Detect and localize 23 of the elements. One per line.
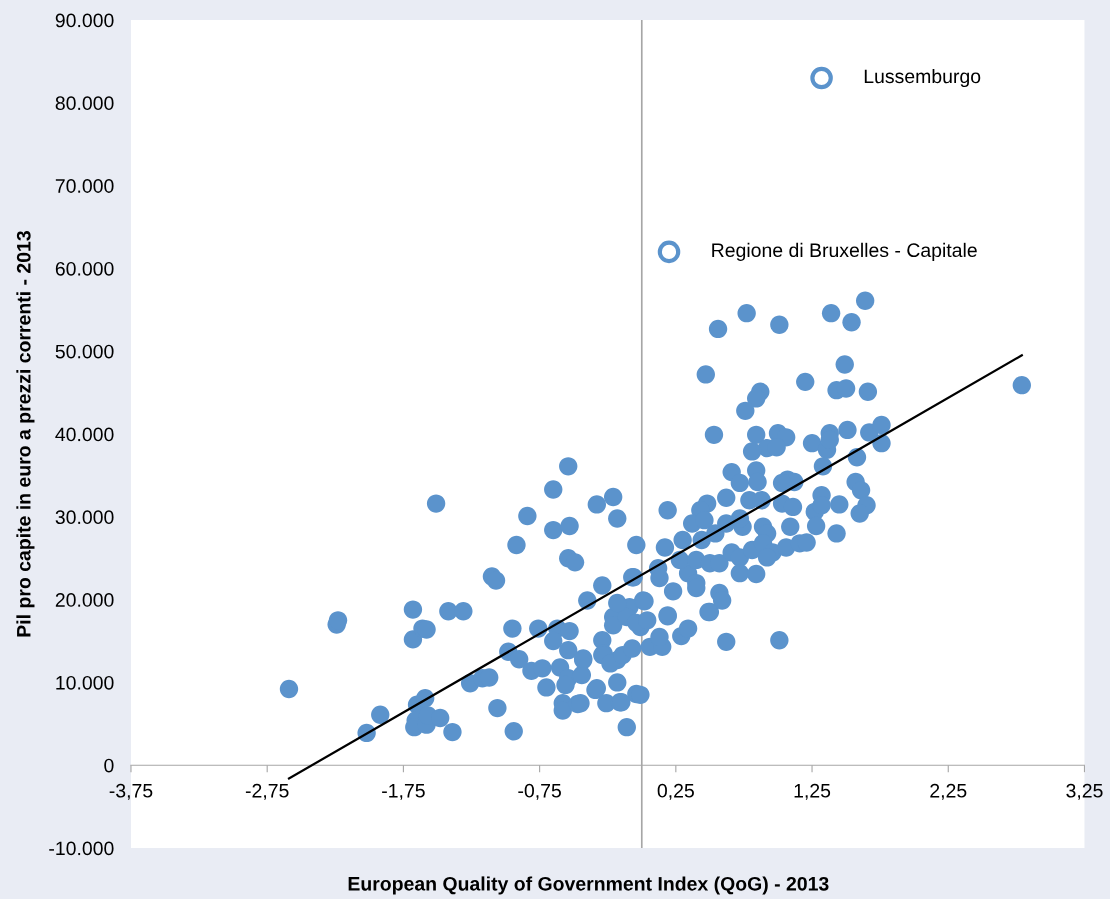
x-tick-label: 1,25 [794, 783, 831, 800]
y-tick-label: 60.000 [55, 261, 114, 276]
y-tick-label: 10.000 [56, 675, 114, 690]
y-tick-label: 90.000 [55, 13, 114, 28]
y-tick-label: -10.000 [49, 841, 114, 856]
x-tick-label: 2,25 [930, 783, 967, 800]
y-tick-label: 40.000 [55, 427, 114, 442]
x-tick-label: -1,75 [382, 784, 425, 800]
x-tick-label: -2,75 [245, 783, 289, 800]
y-tick-label: 20.000 [55, 593, 114, 607]
x-axis-title: European Quality of Government Index (QoG) - 2013 [348, 876, 829, 895]
x-tick-label: -0,75 [518, 783, 561, 800]
y-tick-label: 0 [104, 758, 114, 773]
y-axis-title: Pil pro capite in euro a prezzi correnti - 2013 [16, 231, 35, 637]
annotation: Regione di Bruxelles - Capitale [712, 242, 977, 261]
y-tick-label: 50.000 [55, 344, 114, 359]
y-tick-label: 70.000 [55, 179, 114, 193]
annotation: Lussemburgo [864, 68, 981, 88]
x-tick-label: 3,25 [1066, 783, 1103, 800]
y-tick-label: 30.000 [55, 510, 114, 525]
y-tick-label: 80.000 [55, 96, 114, 111]
x-tick-label: 0,25 [657, 783, 694, 800]
x-tick-label: -3,75 [109, 783, 153, 800]
